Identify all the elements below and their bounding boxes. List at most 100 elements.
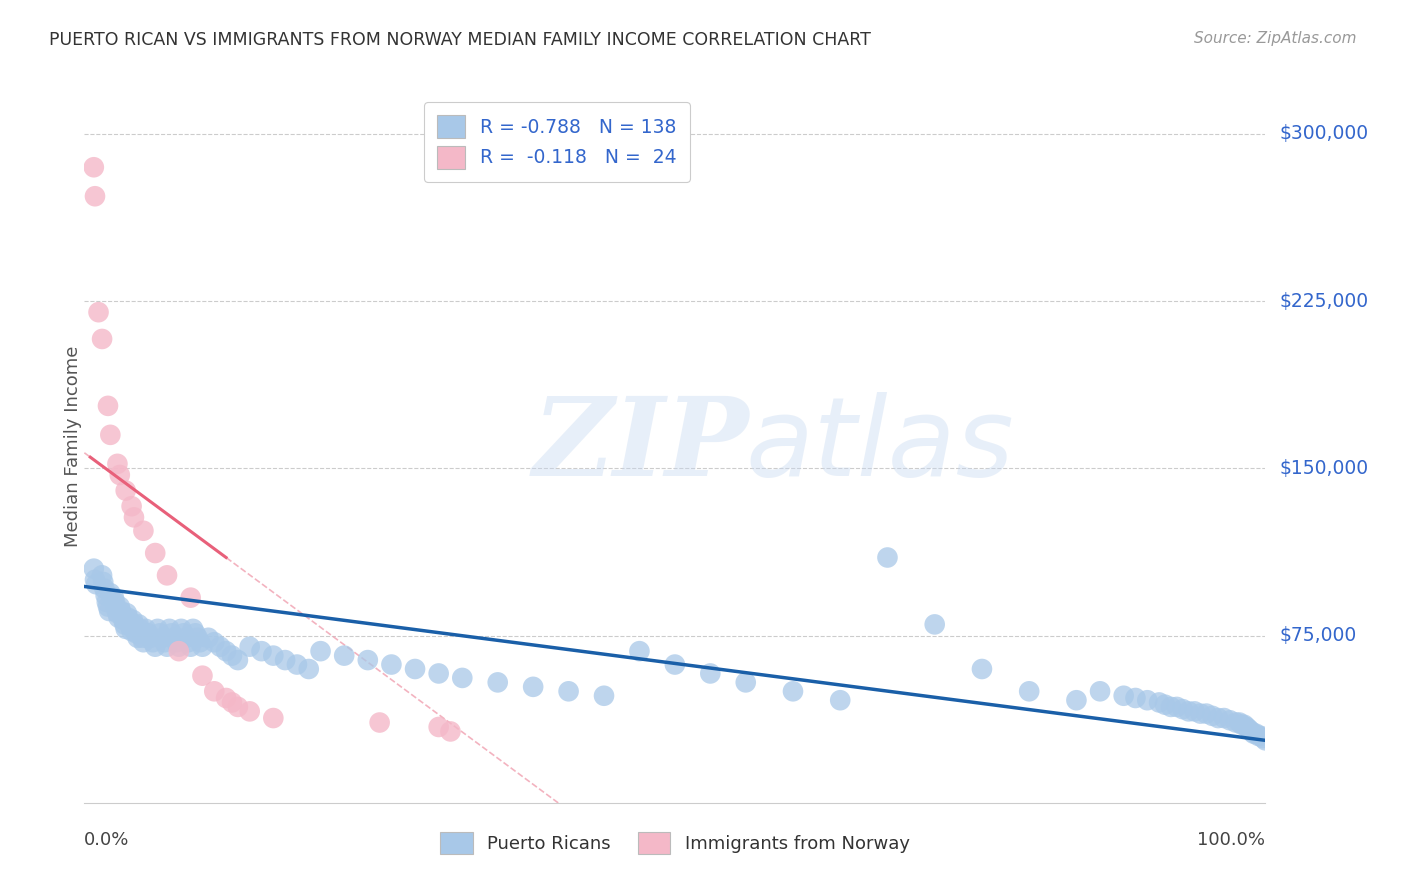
Point [830,693,852,707]
Point [1066,693,1088,707]
Text: 100.0%: 100.0% [1198,831,1265,849]
Point [124,622,146,636]
Point [174,631,197,645]
Point [368,715,391,730]
Point [149,626,172,640]
Point [1125,690,1147,705]
Point [876,550,898,565]
Point [1147,696,1170,710]
Point [1254,733,1277,747]
Point [93,582,115,596]
Point [83,562,105,576]
Point [380,657,402,672]
Point [1166,699,1188,714]
Point [94,589,117,603]
Point [451,671,474,685]
Point [191,669,214,683]
Point [107,457,129,471]
Point [146,622,169,636]
Point [142,635,165,649]
Point [970,662,993,676]
Point [115,607,138,621]
Text: $300,000: $300,000 [1279,124,1368,144]
Text: Source: ZipAtlas.com: Source: ZipAtlas.com [1194,31,1357,46]
Point [114,483,136,498]
Point [128,622,150,636]
Point [1244,726,1267,740]
Point [84,573,107,587]
Point [98,586,121,600]
Point [167,640,190,654]
Point [157,622,180,636]
Point [215,644,238,658]
Point [98,604,121,618]
Point [1213,711,1236,725]
Point [221,648,243,663]
Point [177,635,200,649]
Point [197,631,219,645]
Text: 0.0%: 0.0% [84,831,129,849]
Point [131,631,153,645]
Point [91,574,114,589]
Point [150,631,173,645]
Point [1201,708,1223,723]
Point [120,619,142,633]
Point [1229,715,1251,730]
Point [156,568,179,582]
Point [129,626,152,640]
Point [160,626,183,640]
Point [427,720,450,734]
Point [114,617,136,632]
Point [250,644,273,658]
Point [121,500,143,514]
Point [664,657,686,672]
Point [180,640,202,654]
Point [215,690,238,705]
Point [924,617,946,632]
Point [108,467,131,482]
Text: PUERTO RICAN VS IMMIGRANTS FROM NORWAY MEDIAN FAMILY INCOME CORRELATION CHART: PUERTO RICAN VS IMMIGRANTS FROM NORWAY M… [49,31,872,49]
Point [1184,705,1206,719]
Point [132,524,155,538]
Point [91,332,114,346]
Point [167,644,190,658]
Point [309,644,332,658]
Point [593,689,616,703]
Point [1206,711,1229,725]
Point [628,644,651,658]
Point [439,724,461,739]
Point [209,640,232,654]
Point [1250,729,1272,743]
Point [1247,729,1270,743]
Point [226,653,249,667]
Point [191,640,214,654]
Point [110,604,132,618]
Point [111,608,134,623]
Point [181,622,204,636]
Point [221,696,243,710]
Point [1088,684,1111,698]
Point [202,635,225,649]
Point [782,684,804,698]
Text: $75,000: $75,000 [1279,626,1357,645]
Point [125,626,148,640]
Point [153,635,176,649]
Point [107,610,129,624]
Legend: Puerto Ricans, Immigrants from Norway: Puerto Ricans, Immigrants from Norway [433,825,917,862]
Point [557,684,579,698]
Point [1240,724,1263,739]
Point [97,599,120,614]
Point [84,577,107,591]
Point [143,546,166,560]
Point [202,684,225,698]
Point [1018,684,1040,698]
Point [180,591,202,605]
Point [1230,717,1253,731]
Point [699,666,721,681]
Point [156,640,179,654]
Point [1189,706,1212,721]
Point [166,635,188,649]
Point [163,631,186,645]
Point [173,626,195,640]
Point [103,591,125,605]
